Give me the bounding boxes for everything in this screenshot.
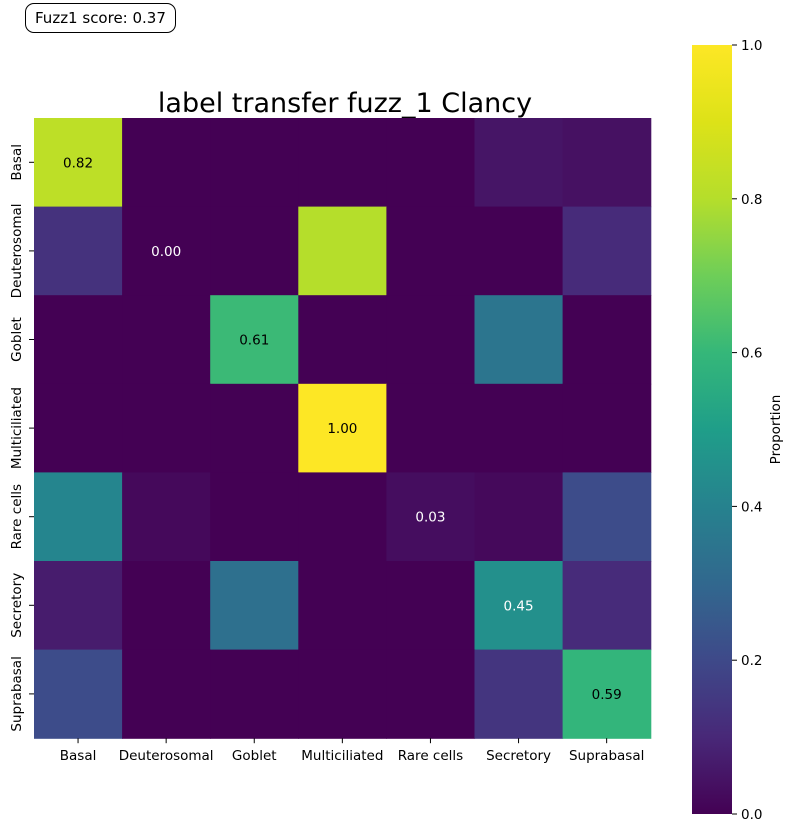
heatmap-cell xyxy=(210,118,299,208)
heatmap-cell xyxy=(386,561,476,651)
heatmap-cell xyxy=(34,118,123,208)
heatmap-cell xyxy=(34,561,123,651)
x-tick-label: Rare cells xyxy=(398,748,463,764)
colorbar-label: Proportion xyxy=(768,395,784,465)
heatmap-cell xyxy=(122,206,211,296)
heatmap-cell xyxy=(122,472,211,562)
x-axis: Basal Deuterosomal Goblet Multiciliated Rare… xyxy=(60,738,644,764)
heatmap-cell xyxy=(562,383,652,473)
heatmap-cell xyxy=(34,206,123,296)
cell-annotation: 0.03 xyxy=(415,510,445,526)
heatmap-cell xyxy=(298,118,387,208)
y-tick-label: Suprabasal xyxy=(9,656,25,731)
x-tick-label: Suprabasal xyxy=(569,748,644,764)
x-tick-label: Multiciliated xyxy=(301,748,383,764)
heatmap-cell xyxy=(298,561,387,651)
heatmap-cell xyxy=(122,383,211,473)
y-tick-label: Basal xyxy=(9,144,25,181)
heatmap-cell xyxy=(34,649,123,739)
cell-annotation: 0.59 xyxy=(592,687,622,703)
heatmap-cell xyxy=(210,472,299,562)
heatmap-cell xyxy=(562,561,652,651)
x-tick-label: Goblet xyxy=(232,748,277,764)
heatmap-cell xyxy=(210,383,299,473)
colorbar-tick-label: 0.4 xyxy=(741,499,762,515)
cell-annotation: 0.00 xyxy=(151,244,181,260)
heatmap-cell xyxy=(562,472,652,562)
cell-annotation: 0.82 xyxy=(63,155,93,171)
y-tick-label: Rare cells xyxy=(9,484,25,549)
cell-annotation: 1.00 xyxy=(327,421,357,437)
heatmap-cell xyxy=(122,649,211,739)
heatmap-cell xyxy=(474,472,564,562)
cell-annotation: 0.45 xyxy=(504,598,534,614)
colorbar-tick-label: 0.2 xyxy=(741,653,762,669)
y-tick-label: Goblet xyxy=(9,317,25,362)
heatmap-cell xyxy=(386,206,476,296)
heatmap-cell xyxy=(474,295,564,385)
cell-annotations: 0.82 0.00 0.61 1.00 0.03 0.45 0.59 xyxy=(63,155,622,703)
score-badge: Fuzz1 score: 0.37 xyxy=(25,3,176,33)
heatmap-cell xyxy=(34,295,123,385)
heatmap-cell xyxy=(210,649,299,739)
heatmap-cell xyxy=(210,295,299,385)
colorbar-tick-label: 0.6 xyxy=(741,346,762,362)
heatmap-cell xyxy=(474,383,564,473)
y-tick-label: Multiciliated xyxy=(9,387,25,469)
heatmap-cell xyxy=(386,118,476,208)
heatmap-cell xyxy=(298,383,387,473)
heatmap-cell xyxy=(298,472,387,562)
heatmap-cell xyxy=(562,118,652,208)
heatmap-cell xyxy=(562,206,652,296)
heatmap-cell xyxy=(34,383,123,473)
cell-annotation: 0.61 xyxy=(239,333,269,349)
heatmap-cell xyxy=(386,295,476,385)
chart-title: label transfer fuzz_1 Clancy xyxy=(158,88,532,119)
heatmap-cell xyxy=(562,295,652,385)
heatmap-cell xyxy=(474,649,564,739)
y-tick-label: Deuterosomal xyxy=(9,203,25,298)
x-tick-label: Deuterosomal xyxy=(119,748,214,764)
heatmap-cell xyxy=(386,649,476,739)
heatmap-cell xyxy=(210,561,299,651)
heatmap-cell xyxy=(210,206,299,296)
x-tick-label: Secretory xyxy=(486,748,551,764)
heatmap-cells xyxy=(34,118,652,739)
y-axis: Basal Deuterosomal Goblet Multiciliated Rare… xyxy=(9,144,34,732)
heatmap-cell xyxy=(34,472,123,562)
heatmap-cell xyxy=(386,472,476,562)
y-tick-label: Secretory xyxy=(9,573,25,638)
heatmap-cell xyxy=(474,118,564,208)
heatmap-cell xyxy=(474,206,564,296)
heatmap-cell xyxy=(474,561,564,651)
heatmap-cell xyxy=(122,561,211,651)
heatmap-cell xyxy=(386,383,476,473)
colorbar-tick-label: 1.0 xyxy=(741,38,762,54)
heatmap-cell xyxy=(122,118,211,208)
heatmap-cell xyxy=(298,295,387,385)
heatmap-cell xyxy=(298,206,387,296)
heatmap-cell xyxy=(562,649,652,739)
x-tick-label: Basal xyxy=(60,748,97,764)
heatmap-cell xyxy=(298,649,387,739)
colorbar-tick-label: 0.8 xyxy=(741,192,762,208)
heatmap-cell xyxy=(122,295,211,385)
colorbar-scale xyxy=(692,45,732,814)
colorbar-tick-label: 0.0 xyxy=(741,807,762,823)
colorbar: 0.0 0.2 0.4 0.6 0.8 1.0 Proportion xyxy=(692,38,784,823)
